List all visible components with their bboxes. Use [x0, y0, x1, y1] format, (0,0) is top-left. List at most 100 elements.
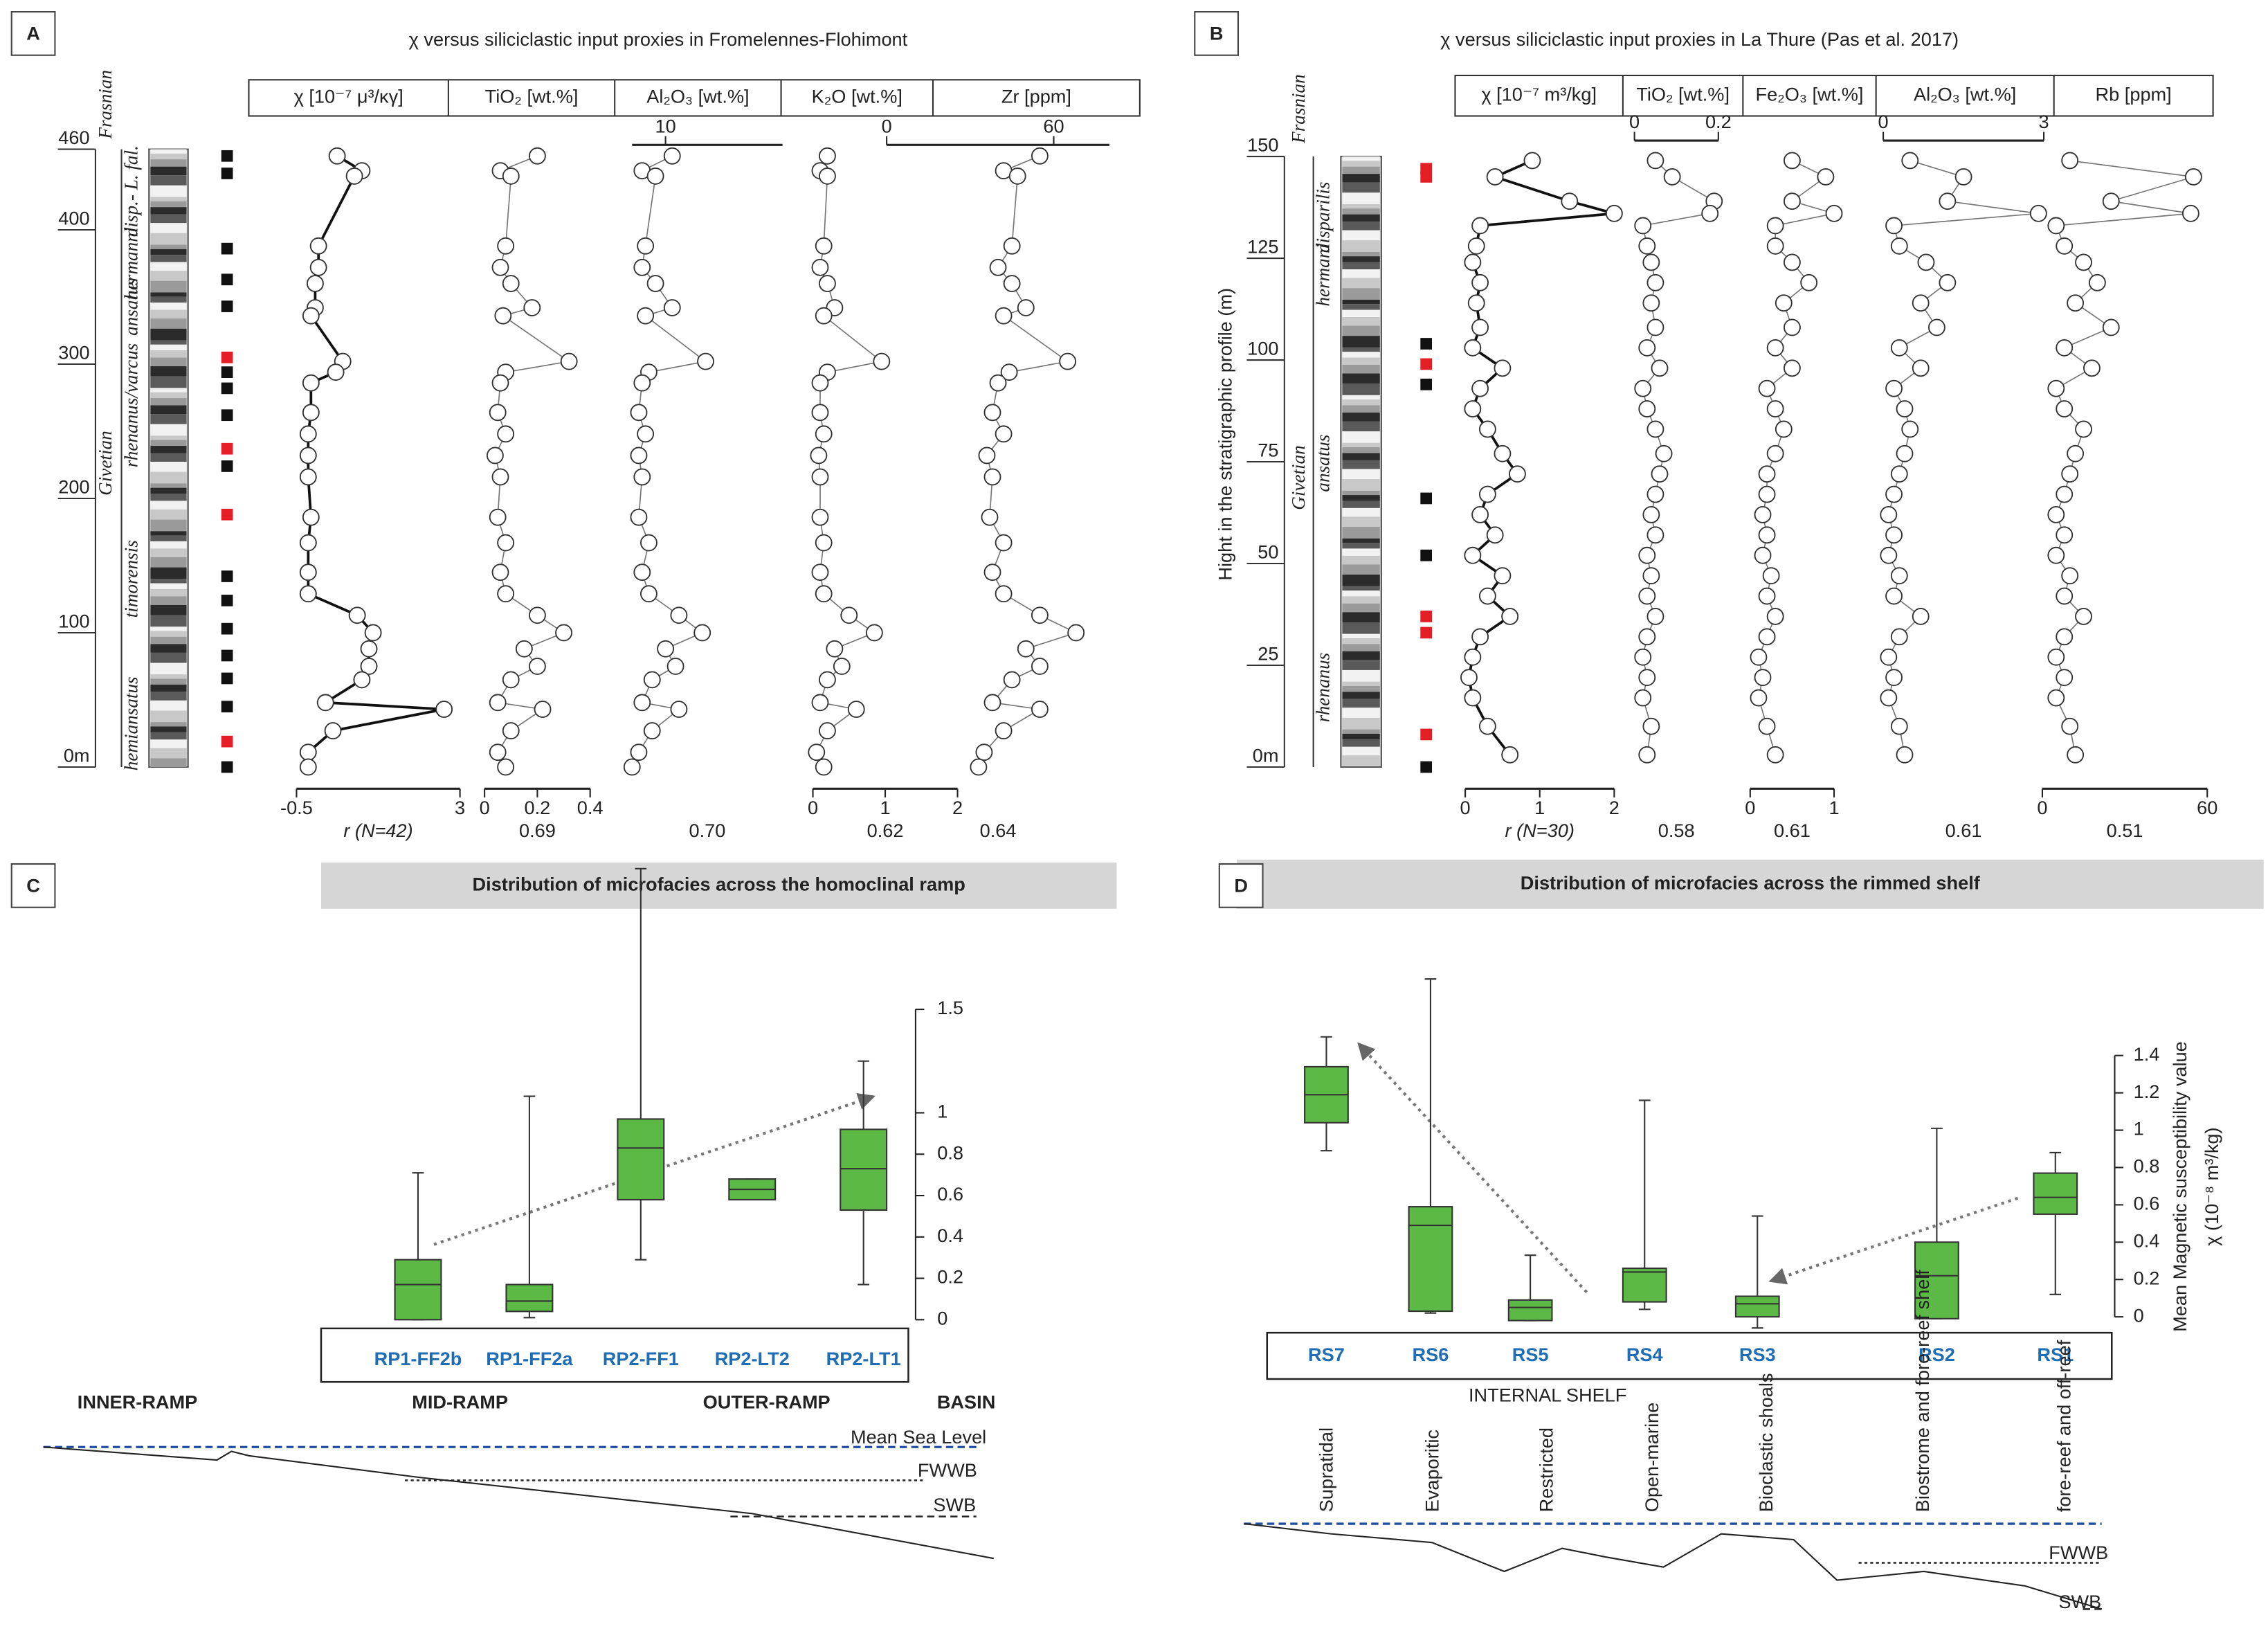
data-point — [309, 237, 327, 255]
data-point — [2061, 567, 2079, 585]
zone-label: ansatus — [121, 278, 142, 336]
y-tick-label: 460 — [58, 127, 89, 148]
data-point — [2075, 253, 2092, 271]
category-label: RS4 — [1626, 1344, 1663, 1365]
sample-marker — [221, 460, 233, 472]
lithology-bed — [1342, 166, 1380, 174]
panel-letter-box — [10, 11, 56, 56]
data-point — [1638, 339, 1656, 357]
correlation-label: 0.64 — [980, 820, 1017, 841]
zone-label: disp.- L. fal. — [121, 145, 142, 237]
data-point — [2056, 669, 2074, 687]
x-tick-label: 3 — [2039, 111, 2049, 132]
lithology-bed — [150, 388, 187, 393]
lithology-bed — [150, 548, 187, 557]
data-point — [486, 447, 504, 465]
y-tick-label: 0.4 — [937, 1225, 963, 1246]
data-point — [623, 758, 641, 776]
data-point — [1031, 147, 1049, 165]
lithology-bed — [1342, 161, 1380, 167]
x-tick-label: 0 — [1878, 111, 1889, 132]
data-point — [670, 606, 688, 624]
box — [2033, 1172, 2078, 1215]
panel-letter: C — [26, 875, 40, 896]
lithology-bed — [150, 201, 187, 208]
box — [617, 1118, 665, 1201]
data-point — [497, 237, 515, 255]
box — [1622, 1268, 1667, 1303]
data-point — [630, 404, 648, 422]
data-point — [299, 468, 317, 486]
y-tick-label: 200 — [58, 476, 89, 498]
column-header: Al₂O₃ [wt.%] — [1914, 83, 2016, 105]
data-point — [1954, 168, 1972, 186]
x-tick-label: 0 — [2037, 797, 2047, 818]
lithology-bed — [1342, 495, 1380, 501]
data-point — [995, 425, 1013, 443]
data-point — [1896, 746, 1914, 764]
lithology-bed — [1342, 251, 1380, 257]
data-point — [2056, 628, 2074, 646]
data-point — [353, 671, 371, 689]
data-point — [1638, 400, 1656, 418]
data-point — [489, 694, 507, 712]
data-point — [491, 564, 509, 582]
lithology-bed — [150, 531, 187, 536]
data-point — [1031, 606, 1049, 624]
data-point — [302, 374, 320, 392]
data-point — [1523, 152, 1541, 170]
zone-label: hermani — [1313, 244, 1334, 307]
y-axis-unit: χ (10⁻⁸ m³/kg) — [2201, 1127, 2222, 1245]
data-point — [1031, 658, 1049, 675]
lithology-bed — [150, 424, 187, 436]
data-point — [637, 425, 655, 443]
sample-marker — [221, 701, 233, 713]
lithology-bed — [1342, 729, 1380, 734]
data-point — [975, 744, 993, 762]
x-tick-label: 0.4 — [577, 797, 604, 818]
column-header: K₂O [wt.%] — [812, 86, 902, 107]
lithology-bed — [150, 557, 187, 568]
category-label: RP1-FF2b — [374, 1348, 462, 1369]
sample-marker — [221, 242, 233, 255]
data-point — [630, 447, 648, 465]
lithology-bed — [1342, 622, 1380, 634]
data-point — [989, 258, 1007, 276]
column-header: Rb [ppm] — [2096, 83, 2172, 105]
data-point — [1464, 339, 1482, 357]
data-point — [815, 758, 833, 776]
data-point — [1642, 506, 1660, 523]
data-point — [1758, 587, 1776, 605]
data-point — [502, 167, 520, 185]
y-tick-label: 1.4 — [2134, 1043, 2160, 1065]
lithology-bed — [1342, 612, 1380, 622]
data-point — [1775, 420, 1793, 438]
y-tick-label: 0.6 — [937, 1183, 963, 1205]
lithology-bed — [1342, 755, 1380, 766]
lithology-bed — [150, 262, 187, 271]
lithology-bed — [150, 175, 187, 186]
data-point — [1501, 746, 1519, 764]
data-point — [1464, 648, 1482, 666]
data-point — [1783, 359, 1801, 377]
data-point — [811, 404, 829, 422]
data-point — [1766, 400, 1784, 418]
lithology-bed — [1342, 638, 1380, 645]
sample-marker — [221, 382, 233, 395]
lithology-bed — [150, 398, 187, 406]
lithology-bed — [1342, 299, 1380, 305]
data-point — [1478, 485, 1496, 503]
environment-label: Supratidal — [1316, 1427, 1337, 1512]
data-point — [1754, 669, 1772, 687]
environment-label: Open-marine — [1641, 1403, 1662, 1512]
data-point — [1471, 379, 1489, 397]
data-point — [1646, 318, 1664, 336]
data-point — [1758, 526, 1776, 544]
column-header: TiO₂ [wt.%] — [485, 86, 579, 107]
data-point — [873, 352, 891, 370]
data-point — [637, 307, 655, 325]
lithology-bed — [150, 249, 187, 255]
lithology-bed — [150, 710, 187, 723]
data-point — [1758, 485, 1776, 503]
